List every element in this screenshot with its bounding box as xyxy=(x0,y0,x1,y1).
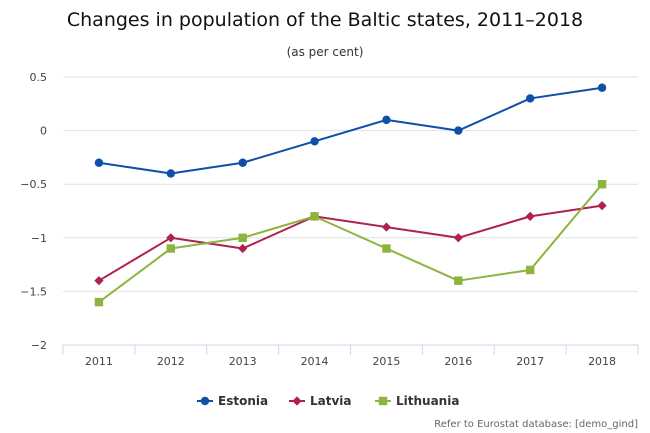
data-point-lithuania[interactable] xyxy=(597,180,607,189)
y-tick-label: −2 xyxy=(31,339,47,352)
data-point-latvia[interactable] xyxy=(453,233,463,243)
grid xyxy=(63,76,638,346)
chart-title: Changes in population of the Baltic stat… xyxy=(67,9,583,31)
data-point-lithuania[interactable] xyxy=(94,297,104,307)
series-layer xyxy=(94,83,607,307)
data-point-estonia[interactable] xyxy=(382,115,391,125)
data-point-latvia[interactable] xyxy=(597,201,607,211)
data-point-latvia[interactable] xyxy=(94,276,104,286)
y-tick-label: −1.5 xyxy=(20,285,47,298)
series-estonia xyxy=(94,83,607,178)
x-tick-label: 2011 xyxy=(85,355,113,368)
x-axis: 2011 2012 2013 2014 2015 2016 2017 2018 xyxy=(62,344,639,368)
y-tick-label: 0.5 xyxy=(30,71,48,84)
legend-label-latvia: Latvia xyxy=(310,394,352,408)
x-tick-label: 2018 xyxy=(588,355,616,368)
series-line-latvia[interactable] xyxy=(98,204,603,282)
x-tick-label: 2017 xyxy=(516,355,544,368)
data-point-latvia[interactable] xyxy=(166,233,176,243)
legend-marker-latvia xyxy=(292,396,302,406)
series-line-lithuania[interactable] xyxy=(98,183,603,303)
data-point-latvia[interactable] xyxy=(238,243,248,254)
x-tick-label: 2013 xyxy=(229,355,257,368)
legend-item-latvia[interactable]: Latvia xyxy=(289,394,352,408)
legend-marker-estonia xyxy=(200,396,210,406)
data-point-estonia[interactable] xyxy=(166,169,176,178)
legend-label-estonia: Estonia xyxy=(218,394,268,408)
y-axis: 0.5 0 −0.5 −1 −1.5 −2 xyxy=(20,71,47,352)
chart-subtitle: (as per cent) xyxy=(287,45,364,59)
data-point-estonia[interactable] xyxy=(597,83,607,92)
data-point-latvia[interactable] xyxy=(525,211,535,221)
data-point-lithuania[interactable] xyxy=(382,244,391,253)
credits[interactable]: Refer to Eurostat database: [demo_gind] xyxy=(434,419,638,430)
legend-marker-lithuania xyxy=(378,396,388,406)
data-point-lithuania[interactable] xyxy=(166,244,176,253)
y-tick-label: −1 xyxy=(31,232,47,245)
data-point-latvia[interactable] xyxy=(381,222,392,232)
data-point-estonia[interactable] xyxy=(525,94,535,103)
data-point-estonia[interactable] xyxy=(94,158,104,167)
x-tick-label: 2012 xyxy=(157,355,185,368)
x-tick-label: 2014 xyxy=(301,355,329,368)
x-tick-label: 2015 xyxy=(372,355,400,368)
series-line-estonia[interactable] xyxy=(98,86,603,175)
data-point-lithuania[interactable] xyxy=(525,265,535,275)
series-lithuania xyxy=(94,180,607,307)
legend-item-estonia[interactable]: Estonia xyxy=(197,394,268,408)
data-point-lithuania[interactable] xyxy=(238,233,247,242)
data-point-estonia[interactable] xyxy=(238,158,247,167)
y-tick-label: −0.5 xyxy=(20,178,47,191)
data-point-estonia[interactable] xyxy=(454,126,463,135)
data-point-lithuania[interactable] xyxy=(310,212,319,221)
legend-item-lithuania[interactable]: Lithuania xyxy=(375,394,459,408)
y-tick-label: 0 xyxy=(40,125,47,138)
data-point-estonia[interactable] xyxy=(310,137,319,146)
legend-label-lithuania: Lithuania xyxy=(396,394,459,408)
legend: Estonia Latvia Lithuania xyxy=(197,394,459,408)
x-tick-label: 2016 xyxy=(444,355,472,368)
data-point-lithuania[interactable] xyxy=(454,276,463,285)
